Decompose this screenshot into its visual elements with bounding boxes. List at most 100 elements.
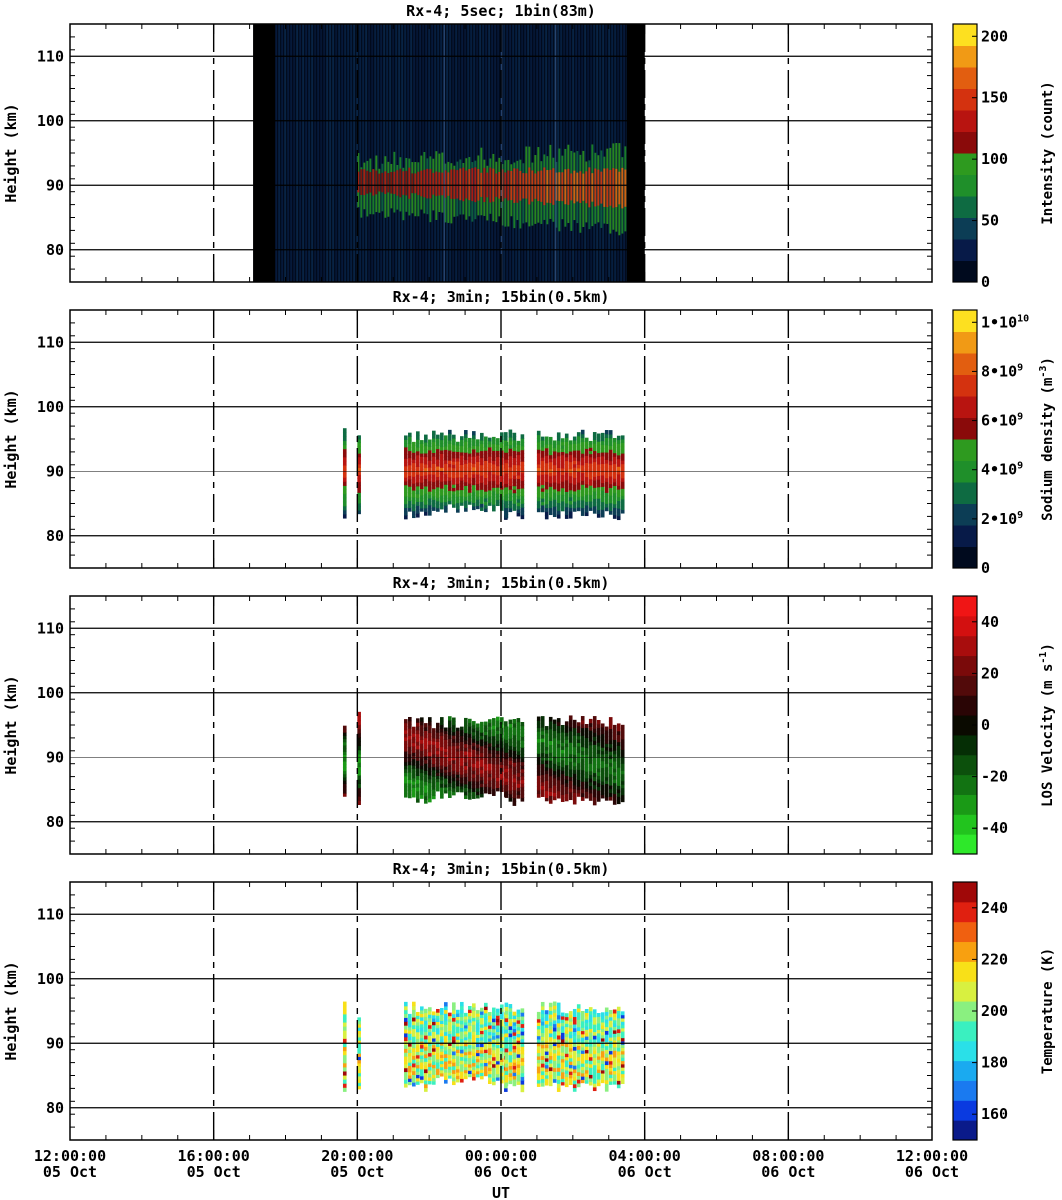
data-cell [428,790,432,795]
data-cell [404,499,408,505]
data-cell [556,783,561,788]
data-cell [416,771,420,777]
data-cell [472,431,476,436]
data-cell [436,775,440,780]
data-cell [608,1057,613,1062]
data-cell [556,471,561,476]
data-cell [408,446,412,452]
data-cell [496,1031,500,1036]
data-cell [342,1009,347,1015]
data-cell [572,490,577,495]
data-cell [568,458,573,463]
noise-column [545,24,548,282]
data-cell [476,1061,480,1066]
data-cell [616,1017,621,1023]
data-cell [604,1056,609,1062]
data-cell [616,1080,621,1085]
data-cell [580,765,585,771]
data-cell [452,791,456,796]
data-cell [552,1045,557,1050]
data-cell [548,736,553,742]
layer-core [432,172,435,195]
x-axis-label: UT [492,1184,510,1200]
data-cell [616,496,621,502]
data-cell [512,492,517,497]
data-cell [592,487,597,492]
data-cell [620,759,625,764]
data-cell [608,766,613,771]
data-cell [488,477,492,482]
data-cell [472,1003,476,1008]
layer-core [546,170,549,203]
data-cell [568,468,573,473]
data-cell [596,1026,601,1031]
data-cell [472,773,476,778]
data-cell [432,492,436,497]
data-cell [620,1034,625,1039]
data-cell [488,1031,492,1036]
data-cell [416,1044,420,1049]
data-cell [604,477,609,482]
data-cell [488,1021,492,1026]
data-cell [600,1063,605,1068]
noise-column [311,24,314,282]
data-cell [404,469,408,474]
data-cell [432,1027,436,1032]
data-cell [504,1006,509,1011]
data-cell [468,501,472,505]
data-cell [420,1013,424,1018]
data-cell [500,744,504,749]
data-cell [488,502,492,506]
data-cell [492,490,496,495]
data-cell [412,1059,416,1064]
data-cell [480,457,484,462]
data-cell [572,1042,577,1047]
data-cell [576,1041,581,1047]
colorbar-tick-label: 240 [981,899,1008,917]
data-cell [500,1036,504,1041]
data-cell [608,1060,613,1065]
data-cell [520,1027,525,1032]
x-tick-label-time: 08:00:00 [752,1147,824,1165]
data-cell [588,481,593,486]
data-cell [440,1045,444,1049]
layer-core [384,171,387,194]
data-cell [620,1021,625,1026]
data-cell [544,787,549,792]
data-cell [552,1005,557,1010]
data-cell [604,739,609,744]
data-cell [496,456,500,461]
data-cell [432,737,436,742]
data-cell [412,774,416,779]
data-cell [420,501,424,506]
data-cell [416,1051,420,1056]
data-cell [436,732,440,736]
data-cell [544,776,549,781]
data-cell [504,486,509,491]
data-cell [592,1057,597,1062]
data-cell [540,1013,545,1018]
data-cell [504,742,509,747]
data-cell [404,465,408,471]
data-cell [472,1038,476,1043]
data-cell [492,1032,496,1037]
data-cell [432,792,436,797]
data-cell [592,1031,597,1036]
data-cell [428,501,432,506]
data-cell [568,768,573,774]
data-cell [420,443,424,448]
data-cell [412,441,416,446]
data-cell [480,478,484,483]
data-cell [428,728,432,734]
data-cell [492,1070,496,1075]
data-cell [342,764,347,768]
data-cell [576,489,581,494]
data-cell [584,1042,589,1047]
data-cell [436,1074,440,1079]
data-cell [560,1048,565,1053]
data-cell [508,734,513,739]
data-cell [504,445,509,450]
data-cell [536,1082,541,1087]
data-cell [484,436,488,441]
data-cell [512,754,517,759]
